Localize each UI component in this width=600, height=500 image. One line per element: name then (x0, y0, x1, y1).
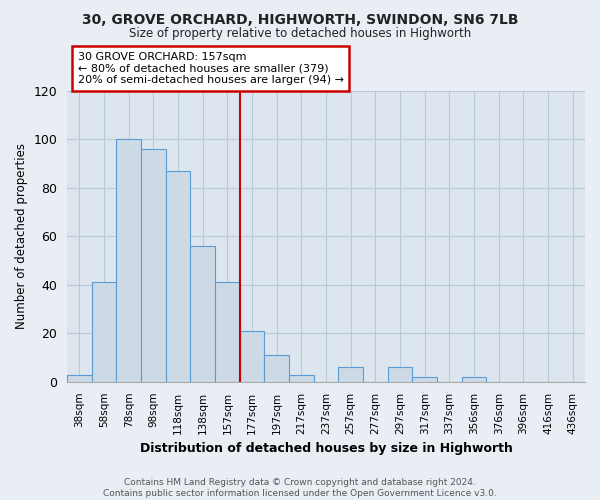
Bar (166, 171, 190, 382)
Bar (388, 368, 412, 382)
Bar (462, 377, 487, 382)
Text: Size of property relative to detached houses in Highworth: Size of property relative to detached ho… (129, 28, 471, 40)
Bar (92, 282, 116, 382)
Bar (338, 368, 363, 382)
Bar (190, 246, 215, 382)
Bar (215, 282, 240, 382)
X-axis label: Distribution of detached houses by size in Highworth: Distribution of detached houses by size … (140, 442, 512, 455)
Bar (141, 149, 166, 382)
Text: 30, GROVE ORCHARD, HIGHWORTH, SWINDON, SN6 7LB: 30, GROVE ORCHARD, HIGHWORTH, SWINDON, S… (82, 12, 518, 26)
Text: 30 GROVE ORCHARD: 157sqm
← 80% of detached houses are smaller (379)
20% of semi-: 30 GROVE ORCHARD: 157sqm ← 80% of detach… (77, 52, 344, 85)
Text: Contains HM Land Registry data © Crown copyright and database right 2024.
Contai: Contains HM Land Registry data © Crown c… (103, 478, 497, 498)
Bar (412, 377, 437, 382)
Bar (67, 374, 92, 382)
Bar (240, 331, 265, 382)
Bar (116, 140, 141, 382)
Bar (265, 355, 289, 382)
Bar (289, 374, 314, 382)
Y-axis label: Number of detached properties: Number of detached properties (15, 144, 28, 330)
